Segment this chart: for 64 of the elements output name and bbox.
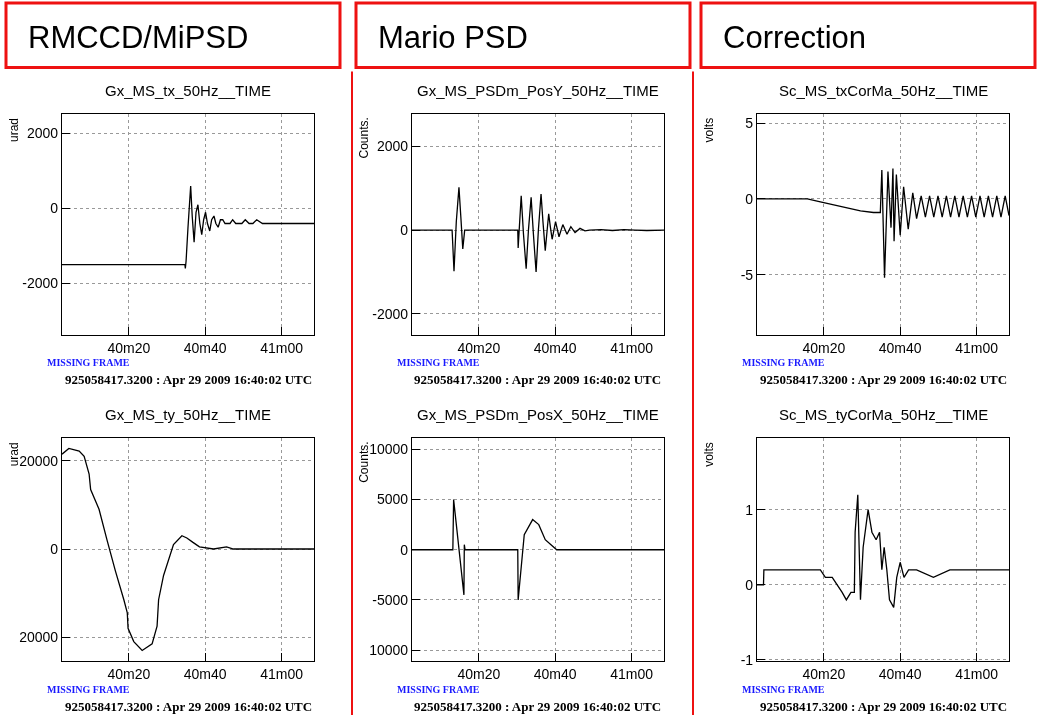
y-tick-label: 0 bbox=[400, 221, 409, 238]
text: 925058417.3200 : Apr 29 2009 16:40:02 UTC bbox=[760, 372, 1008, 387]
x-tick-label: 40m40 bbox=[533, 666, 577, 683]
y-axis-title: volts bbox=[702, 117, 717, 143]
text: MISSING FRAME bbox=[397, 684, 480, 695]
y-tick-label: 20000 bbox=[19, 629, 59, 646]
text: 925058417.3200 : Apr 29 2009 16:40:02 UTC bbox=[414, 699, 662, 714]
x-tick-label: 40m20 bbox=[802, 340, 846, 357]
y-tick-label: -2000 bbox=[22, 275, 59, 292]
y-tick-label: 10000 bbox=[369, 441, 409, 458]
chart-title: Sc_MS_tyCorMa_50Hz__TIME bbox=[779, 406, 989, 423]
x-tick-label: 40m40 bbox=[878, 666, 922, 683]
x-tick-label: 41m00 bbox=[260, 340, 304, 357]
text: 925058417.3200 : Apr 29 2009 16:40:02 UTC bbox=[760, 699, 1008, 714]
y-tick-label: 1 bbox=[745, 501, 754, 518]
text: Mario PSD bbox=[378, 20, 528, 55]
chart-title: Gx_MS_PSDm_PosY_50Hz__TIME bbox=[417, 82, 659, 99]
y-tick-label: -5000 bbox=[372, 591, 409, 608]
y-tick-label: 5000 bbox=[376, 491, 409, 508]
x-tick-label: 40m20 bbox=[457, 340, 501, 357]
y-tick-label: 0 bbox=[50, 200, 59, 217]
y-tick-label: 2000 bbox=[26, 125, 59, 142]
y-tick-label: -5 bbox=[740, 266, 754, 283]
text: 925058417.3200 : Apr 29 2009 16:40:02 UTC bbox=[414, 372, 662, 387]
y-axis-title: urad bbox=[6, 442, 21, 467]
x-tick-label: 41m00 bbox=[610, 340, 654, 357]
chart-title: Gx_MS_ty_50Hz__TIME bbox=[105, 406, 271, 423]
y-axis-title: urad bbox=[6, 118, 21, 143]
text: MISSING FRAME bbox=[397, 357, 480, 368]
x-tick-label: 40m40 bbox=[878, 340, 922, 357]
text: RMCCD/MiPSD bbox=[28, 20, 249, 55]
y-tick-label: 0 bbox=[745, 190, 754, 207]
x-tick-label: 40m20 bbox=[107, 666, 151, 683]
y-axis-title: Counts. bbox=[357, 117, 372, 159]
x-tick-label: 40m40 bbox=[183, 340, 227, 357]
y-tick-label: -2000 bbox=[372, 305, 409, 322]
y-tick-label: 0 bbox=[745, 576, 754, 593]
x-tick-label: 40m20 bbox=[107, 340, 151, 357]
y-tick-label: 5 bbox=[745, 115, 754, 132]
y-tick-label: 0 bbox=[50, 540, 59, 557]
x-tick-label: 41m00 bbox=[955, 340, 999, 357]
x-tick-label: 40m20 bbox=[802, 666, 846, 683]
x-tick-label: 41m00 bbox=[260, 666, 304, 683]
text: MISSING FRAME bbox=[742, 357, 825, 368]
x-tick-label: 41m00 bbox=[610, 666, 654, 683]
y-tick-label: -1 bbox=[740, 651, 754, 668]
text: 925058417.3200 : Apr 29 2009 16:40:02 UTC bbox=[65, 699, 313, 714]
text: 925058417.3200 : Apr 29 2009 16:40:02 UTC bbox=[65, 372, 313, 387]
y-tick-label: 0 bbox=[400, 541, 409, 558]
x-tick-label: 40m40 bbox=[533, 340, 577, 357]
x-tick-label: 40m20 bbox=[457, 666, 501, 683]
y-tick-label: 2000 bbox=[376, 138, 409, 155]
text: Correction bbox=[723, 20, 866, 55]
chart-title: Sc_MS_txCorMa_50Hz__TIME bbox=[779, 82, 989, 99]
y-axis-title: volts bbox=[702, 442, 717, 467]
x-tick-label: 40m40 bbox=[183, 666, 227, 683]
y-tick-label: 20000 bbox=[19, 452, 59, 469]
text: MISSING FRAME bbox=[47, 357, 130, 368]
text: MISSING FRAME bbox=[47, 684, 130, 695]
x-tick-label: 41m00 bbox=[955, 666, 999, 683]
text: MISSING FRAME bbox=[742, 684, 825, 695]
y-tick-label: 10000 bbox=[369, 642, 409, 659]
chart-title: Gx_MS_PSDm_PosX_50Hz__TIME bbox=[417, 406, 659, 423]
chart-title: Gx_MS_tx_50Hz__TIME bbox=[105, 82, 271, 99]
